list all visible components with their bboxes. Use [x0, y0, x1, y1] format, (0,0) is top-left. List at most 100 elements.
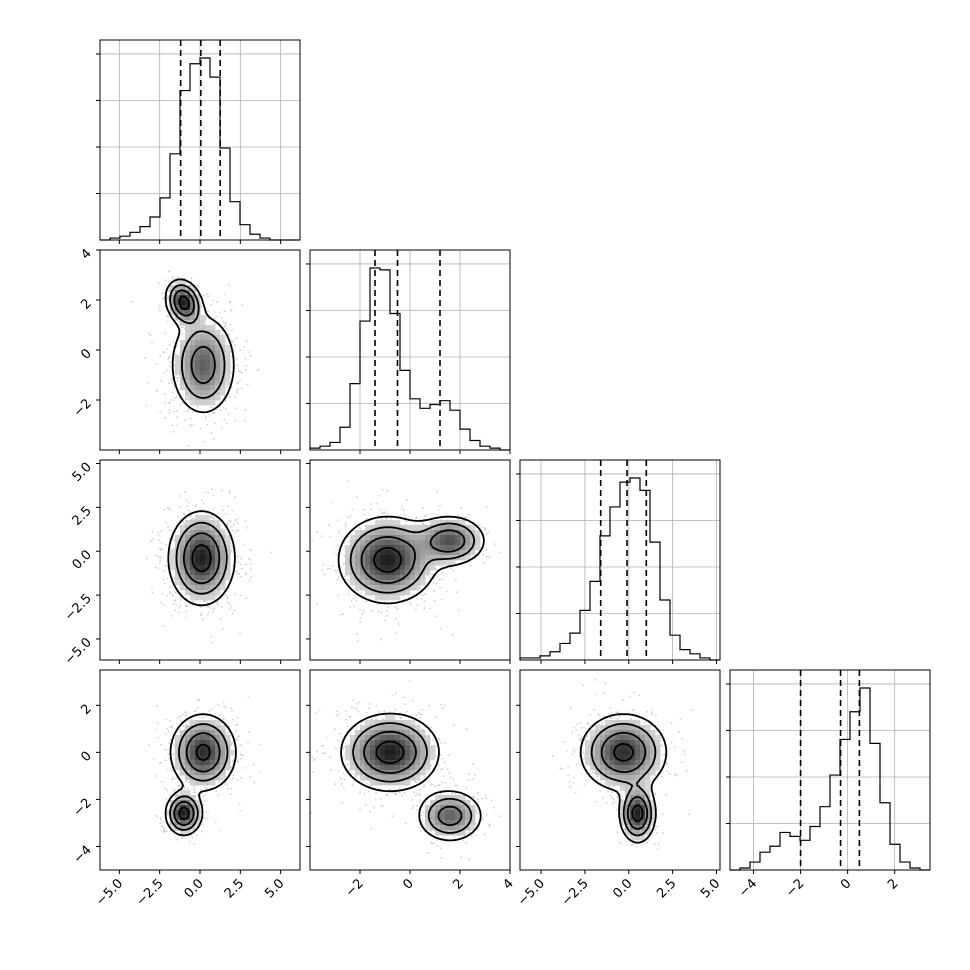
density-cell: [170, 310, 176, 316]
density-cell: [180, 295, 186, 301]
density-cell: [200, 765, 206, 771]
scatter-point: [351, 783, 354, 786]
scatter-point: [172, 399, 175, 402]
scatter-point: [482, 553, 484, 556]
density-cell: [205, 735, 211, 741]
scatter-point: [431, 573, 434, 576]
density-cell: [200, 355, 206, 361]
scatter-point: [212, 611, 214, 613]
density-cell: [170, 555, 176, 561]
scatter-point: [471, 834, 473, 837]
scatter-point: [316, 602, 318, 605]
scatter-point: [435, 615, 438, 617]
scatter-point: [151, 530, 154, 533]
scatter-point: [371, 609, 373, 612]
hist-panel-1: [306, 249, 511, 451]
density-cell: [215, 335, 221, 341]
scatter-point: [233, 349, 236, 352]
scatter-point: [363, 513, 366, 516]
scatter-point: [222, 321, 225, 323]
density-cell: [180, 745, 186, 751]
scatter-point: [161, 593, 164, 596]
scatter-point: [176, 345, 178, 348]
density-cell: [185, 300, 191, 306]
scatter-point: [169, 591, 171, 593]
scatter-point: [250, 576, 252, 578]
density-cell: [415, 565, 421, 571]
density-cell: [405, 550, 411, 556]
density-cell: [210, 755, 216, 761]
density-cell: [185, 360, 191, 366]
scatter-point: [311, 756, 314, 759]
scatter-point: [219, 405, 222, 408]
scatter-point: [256, 369, 259, 372]
scatter-point: [250, 568, 252, 571]
scatter-point: [437, 737, 440, 740]
density-cell: [200, 400, 206, 406]
density-cell: [205, 585, 211, 591]
scatter-point: [440, 847, 442, 850]
density-cell: [385, 555, 391, 561]
density-cell: [350, 535, 356, 541]
scatter-point: [166, 768, 169, 771]
scatter-point: [485, 506, 488, 509]
density-cell: [215, 520, 221, 526]
scatter-point: [187, 719, 190, 722]
scatter-point: [440, 857, 443, 859]
scatter-point: [205, 415, 207, 418]
scatter-point: [384, 619, 386, 622]
scatter-point: [165, 798, 168, 801]
density-cell: [380, 560, 386, 566]
scatter-point: [145, 557, 148, 560]
density-cell: [410, 540, 416, 546]
scatter-point: [166, 577, 169, 580]
density-cell: [475, 540, 481, 546]
density-cell: [385, 575, 391, 581]
density-cell: [395, 520, 401, 526]
density-cell: [185, 560, 191, 566]
scatter-point: [436, 844, 439, 847]
scatter-point: [226, 422, 228, 425]
scatter-point: [159, 530, 162, 532]
density-cell: [420, 580, 426, 586]
scatter-point: [233, 609, 236, 611]
scatter-point: [436, 575, 438, 577]
density-cell: [200, 365, 206, 371]
density-cell: [180, 570, 186, 576]
density-cell: [220, 560, 226, 566]
density-cell: [200, 725, 206, 731]
scatter-point: [168, 529, 171, 531]
scatter-point: [239, 632, 242, 635]
scatter-point: [411, 807, 414, 810]
scatter-point: [169, 586, 171, 589]
scatter-point: [467, 513, 470, 516]
scatter-point: [155, 775, 157, 777]
density-cell: [190, 330, 196, 336]
scatter-point: [337, 519, 340, 521]
scatter-point: [178, 786, 180, 788]
density-cell: [190, 595, 196, 601]
density-cell: [405, 560, 411, 566]
scatter-point: [421, 594, 424, 597]
scatter-point: [441, 571, 444, 574]
scatter-point: [343, 787, 345, 790]
scatter-point: [190, 417, 192, 420]
scatter-point: [376, 603, 379, 606]
density-cell: [175, 370, 181, 376]
scatter-point: [201, 612, 204, 614]
scatter-point: [344, 524, 347, 527]
density-cell: [375, 540, 381, 546]
scatter-point: [171, 379, 173, 381]
scatter-point: [408, 679, 411, 682]
scatter-point: [421, 522, 424, 525]
density-cell: [410, 575, 416, 581]
scatter-point: [377, 610, 380, 613]
scatter-point: [177, 377, 180, 379]
scatter-point: [203, 795, 205, 797]
density-cell: [360, 575, 366, 581]
density-cell: [205, 525, 211, 531]
scatter-point: [159, 817, 162, 819]
density-cell: [200, 390, 206, 396]
density-cell: [420, 560, 426, 566]
scatter-point: [210, 717, 212, 720]
